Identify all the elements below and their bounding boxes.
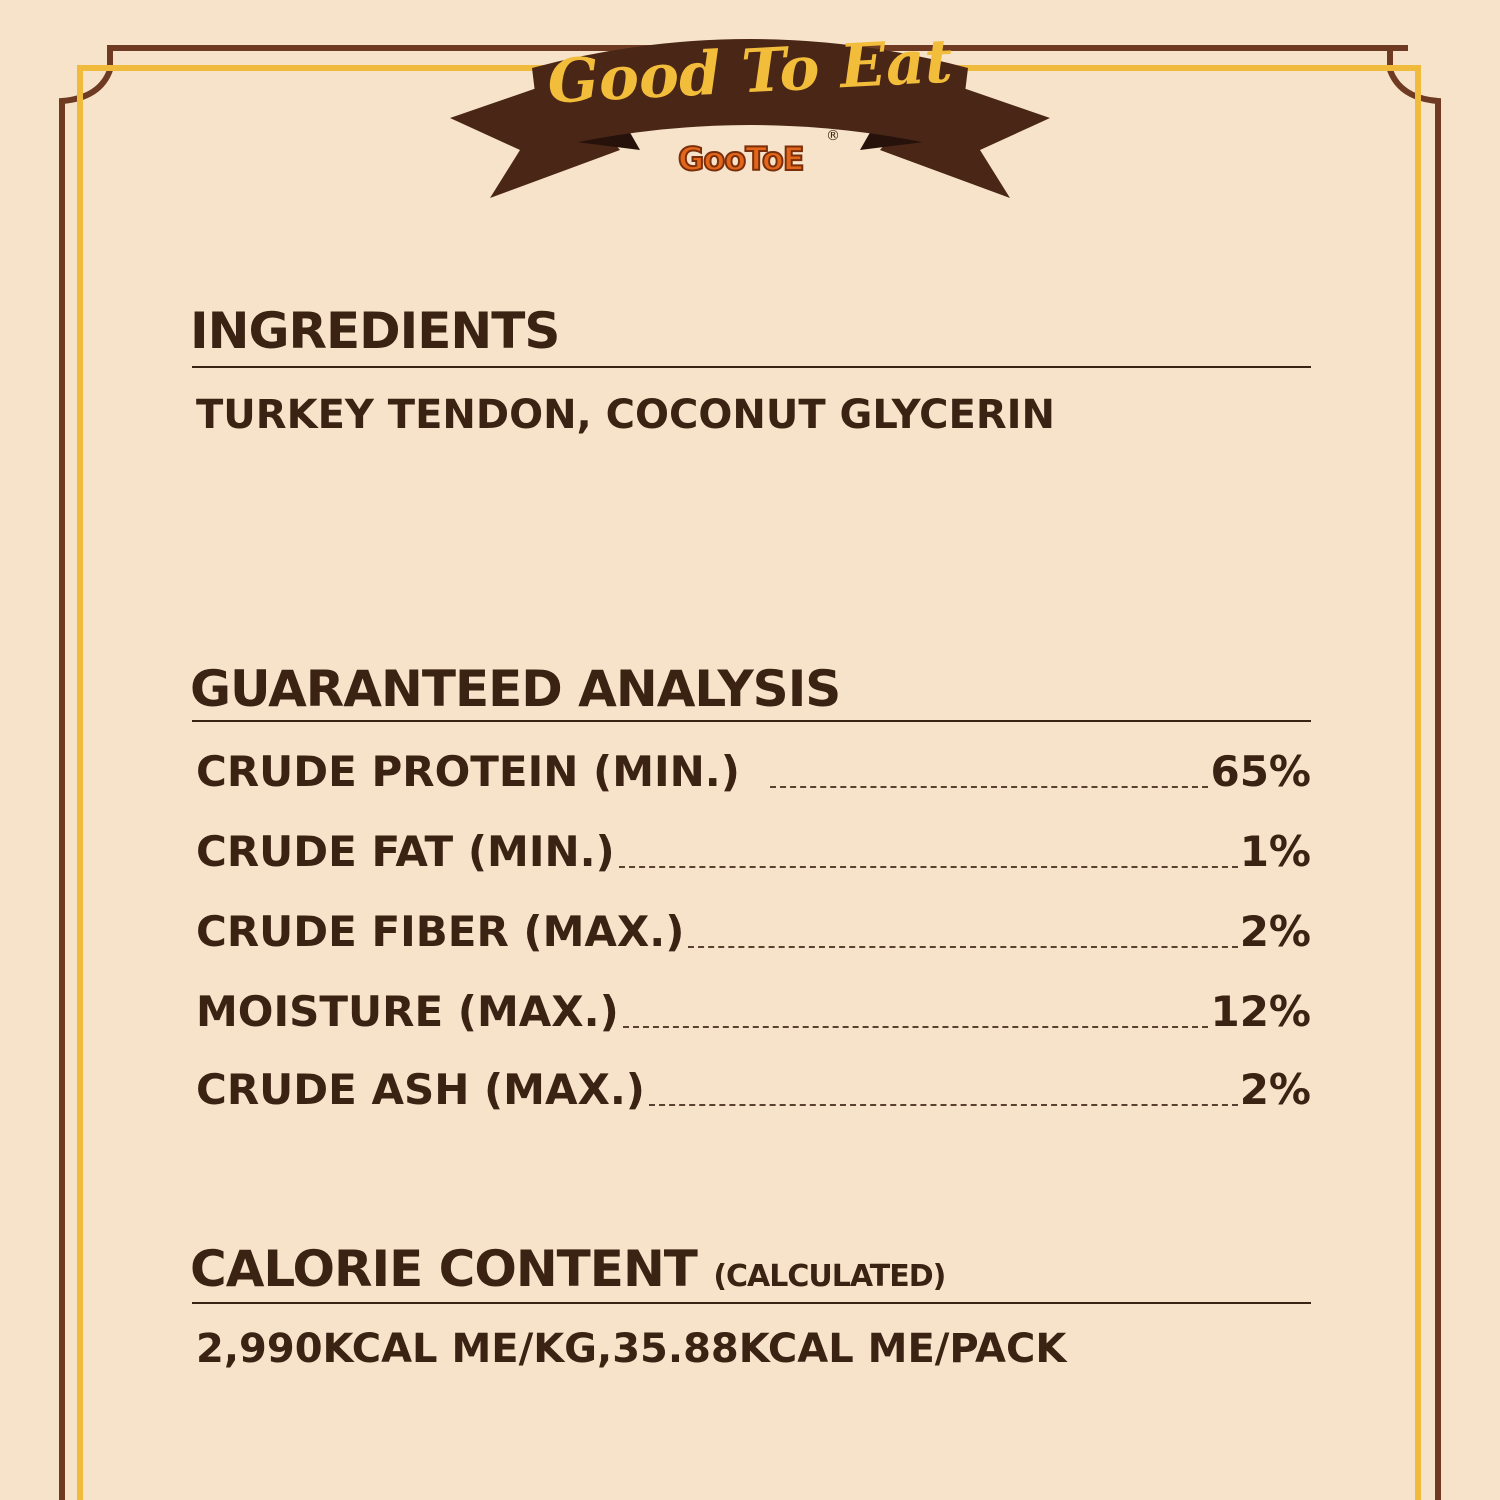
dotted-leader: [769, 786, 1209, 788]
divider: [192, 1302, 1311, 1304]
analysis-row: CRUDE ASH (MAX.) 2%: [196, 1062, 1311, 1114]
brand-logo: GooToE: [677, 139, 806, 179]
dotted-leader: [618, 866, 1238, 868]
dotted-leader: [622, 1026, 1209, 1028]
analysis-value: 12%: [1210, 987, 1311, 1036]
analysis-label: CRUDE FIBER (MAX.): [196, 907, 685, 956]
dotted-leader: [649, 1104, 1238, 1106]
calorie-text: 2,990KCAL ME/KG,35.88KCAL ME/PACK: [196, 1326, 1067, 1372]
analysis-value: 2%: [1239, 1065, 1311, 1114]
analysis-row: CRUDE PROTEIN (MIN.) 65%: [196, 744, 1311, 796]
analysis-heading: GUARANTEED ANALYSIS: [190, 660, 841, 718]
dotted-leader: [688, 946, 1238, 948]
divider: [192, 720, 1311, 722]
analysis-row: MOISTURE (MAX.) 12%: [196, 984, 1311, 1036]
analysis-value: 65%: [1210, 747, 1311, 796]
divider: [192, 366, 1311, 368]
registered-mark: ®: [826, 128, 840, 144]
calorie-heading-text: CALORIE CONTENT: [190, 1240, 698, 1298]
analysis-value: 2%: [1239, 907, 1311, 956]
ingredients-heading: INGREDIENTS: [190, 302, 560, 360]
ribbon-banner: [450, 39, 1050, 198]
analysis-row: CRUDE FIBER (MAX.) 2%: [196, 904, 1311, 956]
analysis-label: CRUDE FAT (MIN.): [196, 827, 615, 876]
calorie-heading: CALORIE CONTENT (CALCULATED): [190, 1240, 946, 1298]
analysis-row: CRUDE FAT (MIN.) 1%: [196, 824, 1311, 876]
ingredients-text: TURKEY TENDON, COCONUT GLYCERIN: [196, 392, 1056, 438]
analysis-value: 1%: [1239, 827, 1311, 876]
calorie-note: (CALCULATED): [713, 1259, 946, 1294]
analysis-label: CRUDE ASH (MAX.): [196, 1065, 645, 1114]
analysis-label: CRUDE PROTEIN (MIN.): [196, 747, 740, 796]
analysis-label: MOISTURE (MAX.): [196, 987, 619, 1036]
